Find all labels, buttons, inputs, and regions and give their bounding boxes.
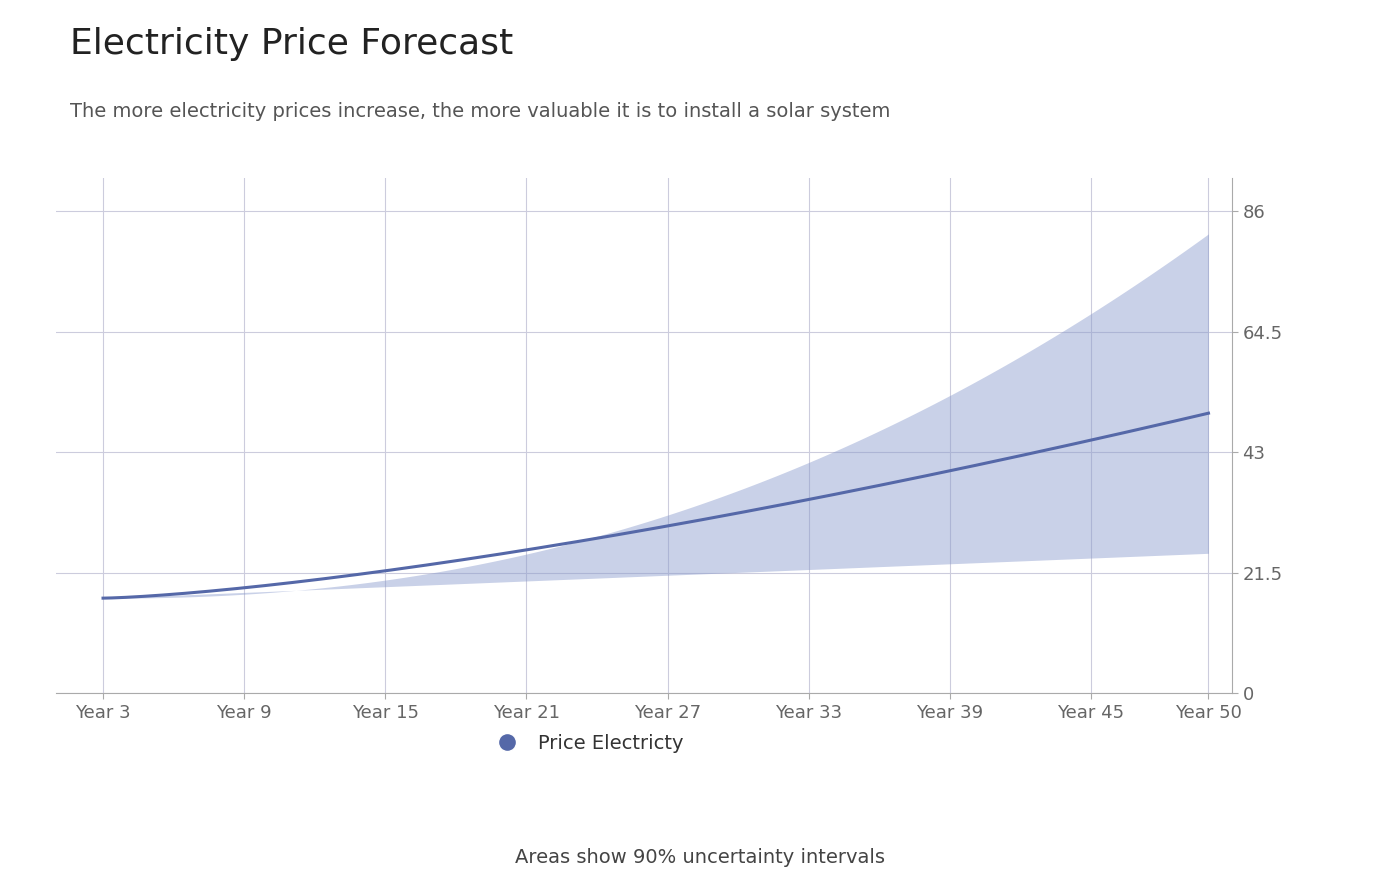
Text: The more electricity prices increase, the more valuable it is to install a solar: The more electricity prices increase, th… [70, 102, 890, 121]
Legend: Price Electricty: Price Electricty [479, 726, 692, 761]
Text: Areas show 90% uncertainty intervals: Areas show 90% uncertainty intervals [515, 848, 885, 867]
Text: Electricity Price Forecast: Electricity Price Forecast [70, 27, 514, 60]
